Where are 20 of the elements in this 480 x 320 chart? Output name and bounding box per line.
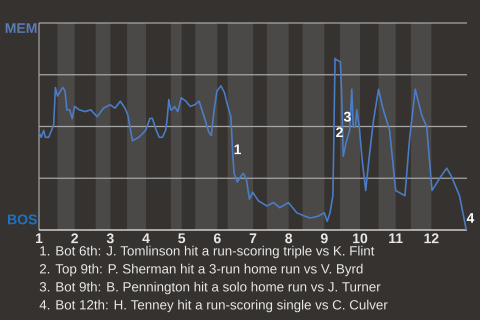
- x-tick-label: 8: [285, 233, 292, 244]
- x-tick-label: 11: [389, 233, 403, 243]
- text: 2. Top 9th: P. Sherman hit a 3-run home run vs V. Byrd: [40, 264, 363, 276]
- x-tick-label: 2: [71, 233, 78, 244]
- text: 3. Bot 9th: B. Pennington hit a solo home run vs J. Turner: [40, 282, 380, 294]
- annotation: 4: [466, 213, 474, 223]
- text: 1. Bot 6th: J. Tomlinson hit a run-scoring triple vs K. Flint: [40, 246, 374, 258]
- annotation: 1: [234, 144, 242, 154]
- x-tick-label: 3: [106, 233, 114, 244]
- x-tick-label: 10: [353, 233, 368, 244]
- text: 4. Bot 12th: H. Tenney hit a run-scoring single vs C. Culver: [40, 300, 388, 312]
- x-tick-label: 9: [320, 233, 328, 244]
- x-tick-label: 12: [424, 233, 439, 244]
- x-tick-label: 4: [142, 233, 150, 243]
- text: MEM: [6, 23, 36, 33]
- x-tick-label: 6: [214, 233, 221, 244]
- x-tick-label: 1: [36, 233, 42, 243]
- text: BOS: [8, 214, 37, 224]
- x-tick-label: 7: [250, 233, 256, 243]
- x-tick-label: 5: [178, 233, 186, 244]
